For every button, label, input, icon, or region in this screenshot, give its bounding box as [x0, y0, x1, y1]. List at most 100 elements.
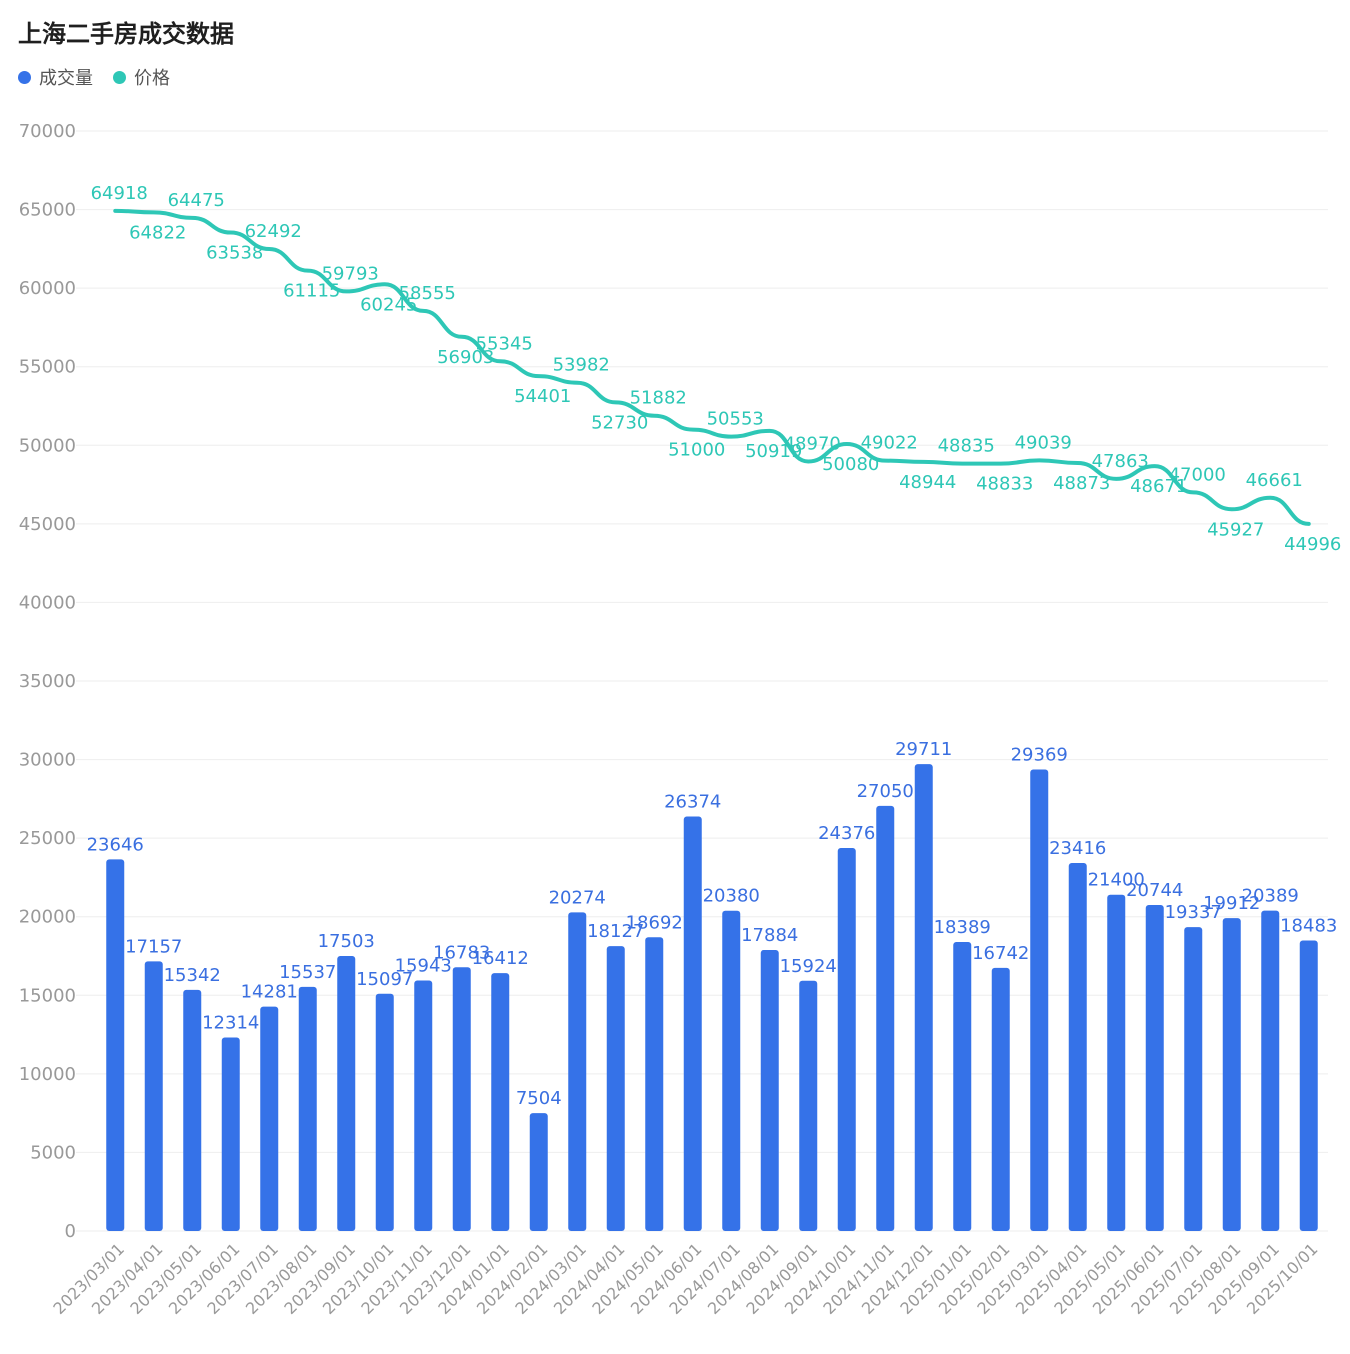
y-tick-label: 5000 — [30, 1142, 76, 1163]
bar[interactable] — [183, 989, 202, 1231]
bar[interactable] — [452, 967, 471, 1231]
legend-dot-price — [113, 70, 126, 84]
bar-value-label: 23646 — [87, 834, 144, 855]
line-value-label: 48944 — [899, 472, 956, 493]
line-value-label: 49039 — [1015, 432, 1072, 453]
bar[interactable] — [298, 986, 317, 1231]
bar-value-label: 18692 — [626, 912, 683, 933]
bar[interactable] — [1261, 910, 1280, 1231]
y-axis: 0 5000 10000 15000 20000 25000 30000 35000 40000… — [19, 121, 76, 1242]
line-value-label: 48671 — [1130, 476, 1187, 497]
bar-value-label: 20380 — [703, 886, 760, 907]
legend-label-price: 价格 — [134, 68, 170, 89]
bar-value-label: 20389 — [1242, 886, 1299, 907]
line-value-label: 59793 — [322, 263, 379, 284]
line-value-label: 47000 — [1169, 464, 1226, 485]
bar[interactable] — [1145, 905, 1164, 1231]
bar-value-label: 24376 — [818, 823, 875, 844]
bar-value-label: 16412 — [472, 948, 529, 969]
bar-value-label: 15924 — [780, 956, 837, 977]
y-tick-label: 15000 — [19, 985, 76, 1006]
line-value-label: 60245 — [360, 294, 417, 315]
bar[interactable] — [221, 1037, 240, 1231]
price-line[interactable] — [113, 208, 1311, 526]
legend: 成交量 价格 — [18, 64, 170, 90]
line-value-label: 48873 — [1053, 473, 1110, 494]
y-tick-label: 20000 — [19, 907, 76, 928]
line-value-label: 61115 — [283, 281, 340, 302]
bar[interactable] — [606, 946, 625, 1231]
line-value-label: 48835 — [938, 436, 995, 457]
y-tick-label: 65000 — [19, 200, 76, 221]
line-value-label: 50919 — [745, 441, 802, 462]
bar[interactable] — [722, 910, 741, 1231]
bar-value-label: 18483 — [1280, 916, 1337, 937]
bar[interactable] — [106, 859, 125, 1231]
line-value-label: 55345 — [476, 333, 533, 354]
bar-value-label: 15537 — [279, 962, 336, 983]
y-tick-label: 50000 — [19, 435, 76, 456]
line-value-label: 62492 — [245, 221, 302, 242]
line-value-label: 63538 — [206, 243, 263, 264]
bar[interactable] — [491, 973, 510, 1231]
bar[interactable] — [260, 1006, 279, 1231]
line-value-label: 48833 — [976, 474, 1033, 495]
line-value-label: 48970 — [784, 433, 841, 454]
bar-value-label: 19337 — [1165, 902, 1222, 923]
y-tick-label: 45000 — [19, 514, 76, 535]
bar[interactable] — [337, 955, 356, 1231]
line-value-label: 64918 — [91, 183, 148, 204]
bar[interactable] — [760, 949, 779, 1231]
y-tick-label: 70000 — [19, 121, 76, 142]
y-tick-label: 55000 — [19, 357, 76, 378]
bar[interactable] — [1107, 894, 1126, 1231]
bar[interactable] — [837, 847, 856, 1231]
bar[interactable] — [375, 993, 394, 1231]
bar-value-label: 14281 — [241, 982, 298, 1003]
line-series-price — [113, 208, 1311, 526]
bar-value-label: 15097 — [356, 969, 413, 990]
bar[interactable] — [914, 764, 933, 1231]
bar[interactable] — [876, 805, 895, 1231]
bar-value-label: 29369 — [1011, 744, 1068, 765]
line-value-label: 47863 — [1092, 451, 1149, 472]
bar-series-volume — [106, 764, 1318, 1231]
line-value-label: 52730 — [591, 412, 648, 433]
bar[interactable] — [568, 912, 587, 1231]
line-value-label: 58555 — [399, 283, 456, 304]
bar[interactable] — [414, 980, 433, 1231]
bar-value-label: 29711 — [895, 739, 952, 760]
bar[interactable] — [1068, 863, 1087, 1231]
line-value-label: 50553 — [707, 409, 764, 430]
y-tick-label: 60000 — [19, 278, 76, 299]
bar[interactable] — [1299, 940, 1318, 1231]
line-value-label: 64475 — [168, 190, 225, 211]
bar[interactable] — [991, 967, 1010, 1231]
bar[interactable] — [953, 942, 972, 1231]
bar-value-label: 16783 — [433, 942, 490, 963]
bar[interactable] — [144, 961, 163, 1231]
bar-value-label: 21400 — [1088, 870, 1145, 891]
bar-value-label: 20274 — [549, 887, 606, 908]
bar-value-label: 17503 — [318, 931, 375, 952]
bar-value-label: 15943 — [395, 955, 452, 976]
bar[interactable] — [683, 816, 702, 1231]
line-value-label: 44996 — [1284, 534, 1341, 555]
bar-value-label: 17884 — [741, 925, 798, 946]
legend-item-price[interactable]: 价格 — [113, 64, 170, 90]
bar[interactable] — [1184, 927, 1203, 1231]
bar[interactable] — [1222, 918, 1241, 1231]
bar[interactable] — [1030, 769, 1049, 1231]
bar[interactable] — [529, 1113, 548, 1231]
bar-value-label: 12314 — [202, 1012, 259, 1033]
legend-item-volume[interactable]: 成交量 — [18, 64, 93, 90]
y-tick-label: 10000 — [19, 1064, 76, 1085]
bar[interactable] — [645, 937, 664, 1231]
bar-value-label: 23416 — [1049, 838, 1106, 859]
legend-label-volume: 成交量 — [39, 68, 93, 89]
bar-value-label: 18389 — [934, 917, 991, 938]
line-value-label: 56903 — [437, 347, 494, 368]
bar[interactable] — [799, 980, 818, 1231]
chart-title: 上海二手房成交数据 — [18, 20, 234, 48]
